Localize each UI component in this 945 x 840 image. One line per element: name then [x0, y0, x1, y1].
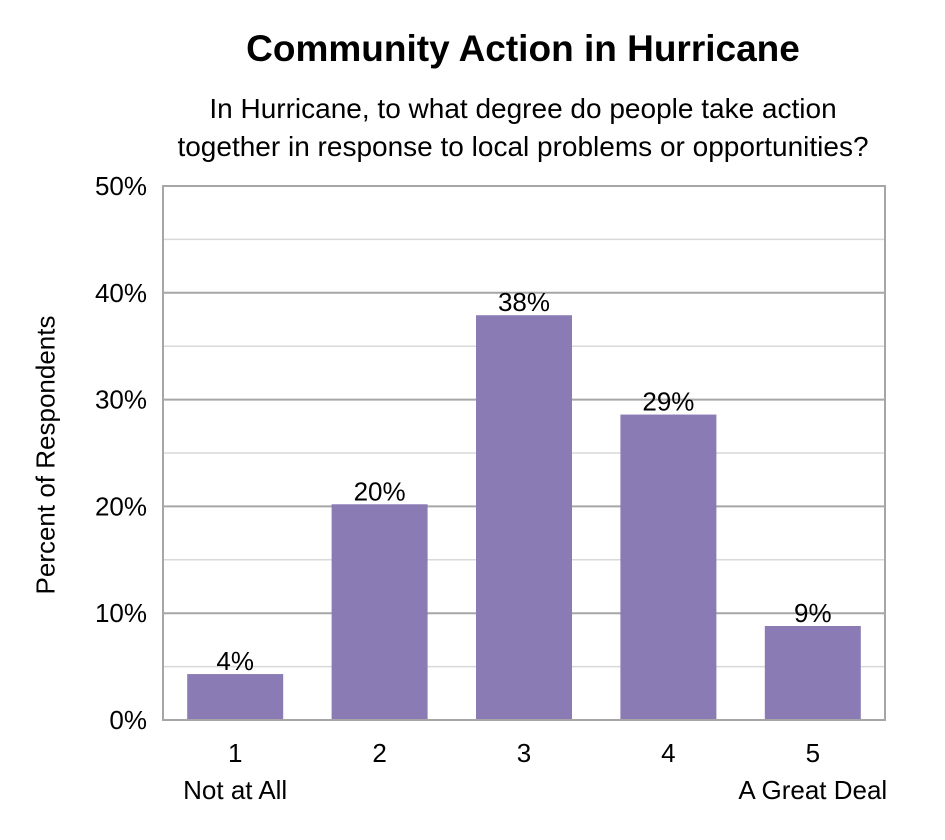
data-label: 38%: [498, 287, 550, 317]
x-tick-label: 5: [806, 738, 820, 768]
data-label: 9%: [794, 598, 832, 628]
plot-area-border: [162, 185, 886, 721]
data-label: 29%: [642, 387, 694, 417]
y-tick-label: 0%: [109, 705, 147, 735]
chart-title: Community Action in Hurricane: [246, 28, 800, 69]
y-tick-label: 40%: [95, 278, 147, 308]
x-tick-label: 3: [517, 738, 531, 768]
data-label: 4%: [216, 646, 254, 676]
subtitle-line-2: together in response to local problems o…: [177, 131, 869, 162]
y-tick-label: 50%: [95, 171, 147, 201]
x-tick-label: 2: [372, 738, 386, 768]
bars: [187, 315, 861, 720]
y-tick-label: 20%: [95, 491, 147, 521]
bar-1: [187, 674, 284, 720]
x-tick-label: 1: [228, 738, 242, 768]
bar-3: [476, 315, 572, 720]
x-tick-sublabel: Not at All: [183, 775, 287, 805]
chart-subtitle: In Hurricane, to what degree do people t…: [0, 90, 945, 166]
data-labels: 4% 20% 38% 29% 9%: [216, 287, 831, 676]
y-tick-label: 30%: [95, 385, 147, 415]
x-tick-label: 4: [661, 738, 675, 768]
bar-4: [620, 414, 717, 720]
plot-frame: [162, 185, 886, 721]
bar-5: [764, 626, 861, 720]
bar-2: [331, 504, 428, 720]
subtitle-line-1: In Hurricane, to what degree do people t…: [209, 93, 837, 124]
y-tick-labels: 0% 10% 20% 30% 40% 50%: [95, 171, 147, 735]
x-tick-sublabel: A Great Deal: [738, 775, 887, 805]
x-tick-labels: 1 Not at All 2 3 4 5 A Great Deal: [183, 738, 887, 805]
y-tick-label: 10%: [95, 598, 147, 628]
data-label: 20%: [354, 476, 406, 506]
